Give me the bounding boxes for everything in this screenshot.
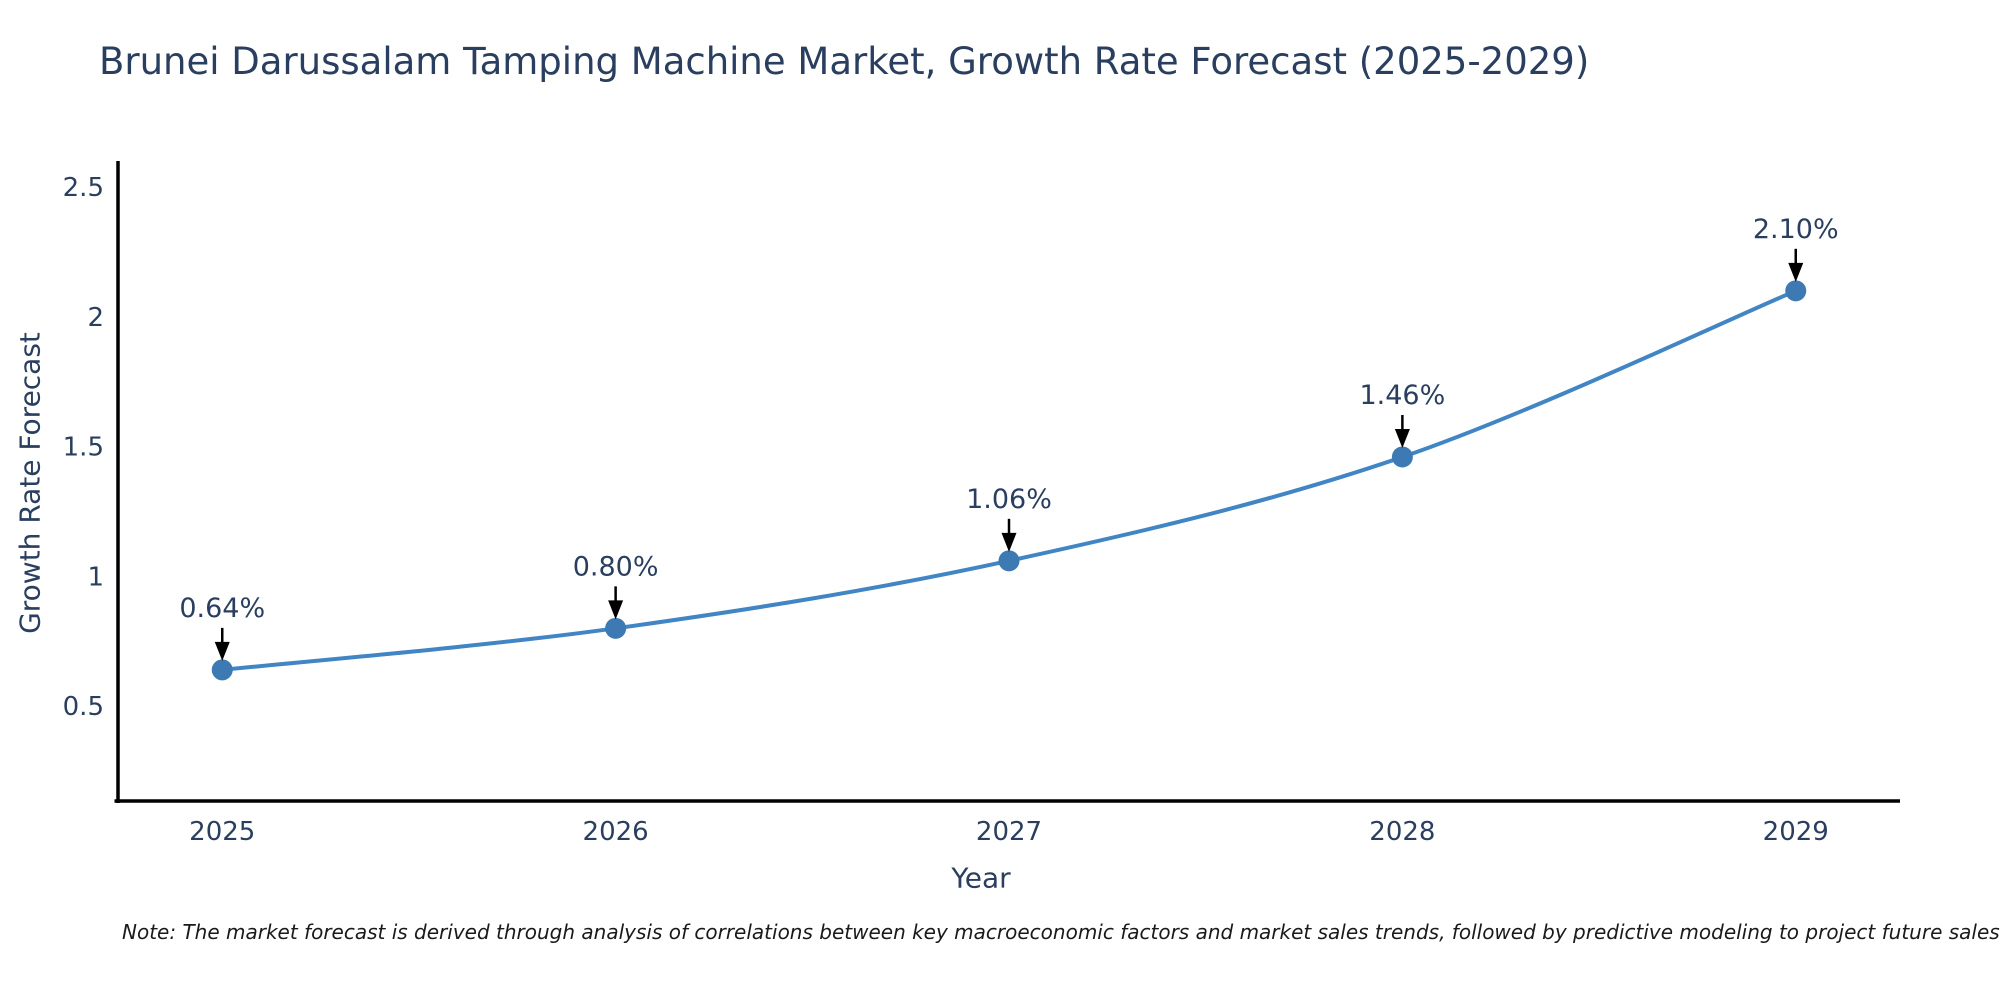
annotation-arrowhead-icon <box>1394 428 1410 448</box>
data-point-marker[interactable] <box>605 617 627 639</box>
x-tick-label: 2028 <box>1369 817 1435 847</box>
y-axis-title: Growth Rate Forecast <box>13 332 47 634</box>
data-point-marker[interactable] <box>998 550 1020 572</box>
data-point-marker[interactable] <box>1785 280 1807 302</box>
y-tick-label: 2.5 <box>63 173 104 203</box>
x-tick-label: 2029 <box>1763 817 1829 847</box>
point-value-label: 2.10% <box>1753 214 1839 245</box>
x-tick-label: 2026 <box>583 817 649 847</box>
point-value-label: 0.64% <box>179 593 265 624</box>
y-tick-label: 1 <box>87 562 104 592</box>
x-tick-label: 2027 <box>976 817 1042 847</box>
data-point-marker[interactable] <box>211 659 233 681</box>
y-tick-label: 1.5 <box>63 433 104 463</box>
point-value-label: 1.46% <box>1359 380 1445 411</box>
annotation-arrowhead-icon <box>1001 532 1017 552</box>
y-tick-label: 0.5 <box>63 692 104 722</box>
annotation-arrowhead-icon <box>608 600 624 620</box>
y-tick-label: 2 <box>87 303 104 333</box>
annotation-arrowhead-icon <box>214 641 230 661</box>
footnote: Note: The market forecast is derived thr… <box>122 920 2000 944</box>
series-line <box>220 288 1798 672</box>
data-point-marker[interactable] <box>1391 446 1413 468</box>
x-tick-label: 2025 <box>189 817 255 847</box>
annotation-arrowhead-icon <box>1788 262 1804 282</box>
x-axis-title: Year <box>951 861 1011 895</box>
chart-title: Brunei Darussalam Tamping Machine Market… <box>99 40 1590 83</box>
point-value-label: 0.80% <box>573 551 659 582</box>
point-value-label: 1.06% <box>966 484 1052 515</box>
